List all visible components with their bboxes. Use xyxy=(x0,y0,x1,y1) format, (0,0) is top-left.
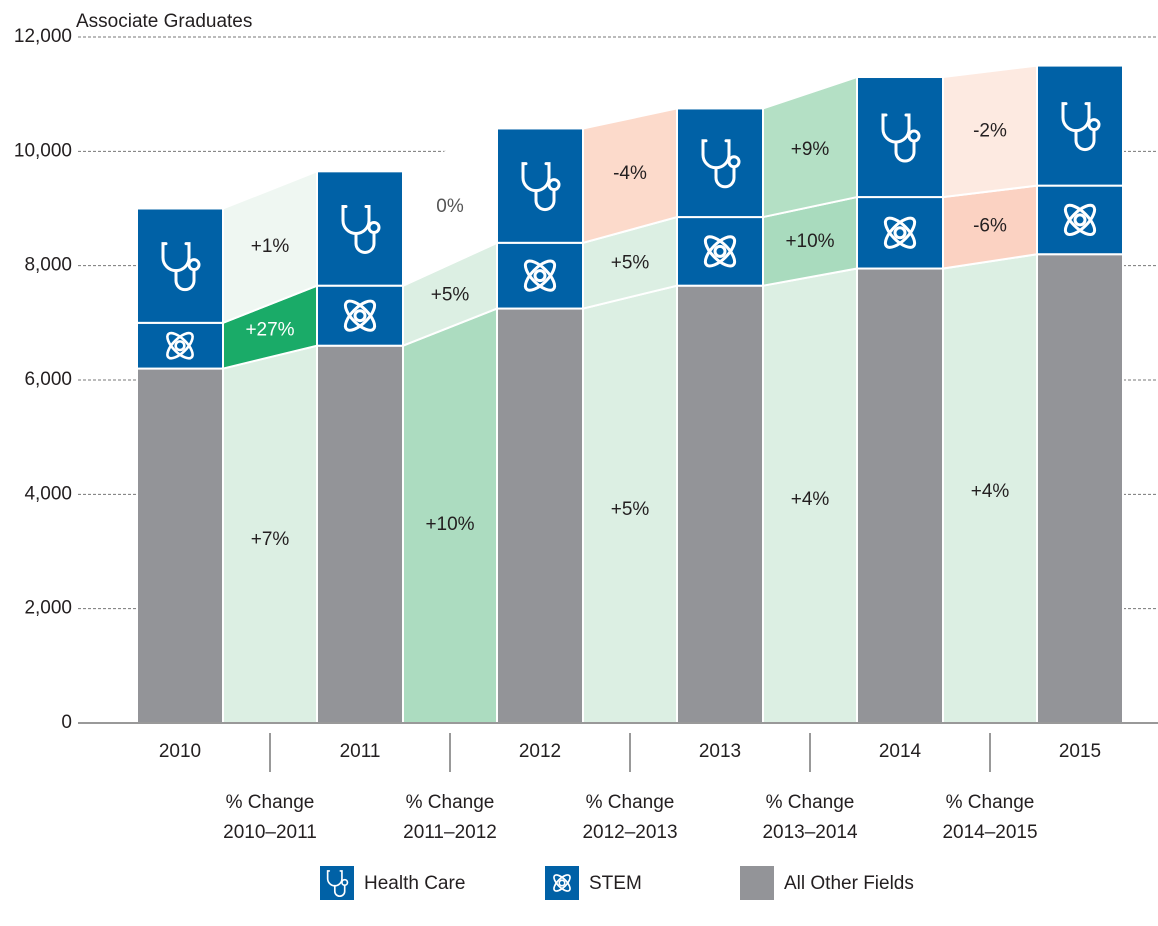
bar-segment xyxy=(1036,253,1124,724)
change-title: % Change xyxy=(406,792,495,813)
x-tick-label: 2012 xyxy=(519,741,561,762)
x-tick-label: 2013 xyxy=(699,741,741,762)
bar-segment xyxy=(496,127,584,244)
y-tick-label: 6,000 xyxy=(24,369,72,390)
bar-segment xyxy=(316,344,404,724)
change-label: +27% xyxy=(245,320,294,341)
change-title: % Change xyxy=(226,792,315,813)
change-label: +5% xyxy=(611,253,650,274)
change-label: +1% xyxy=(251,236,290,257)
y-tick-label: 10,000 xyxy=(14,140,72,161)
bar-segment xyxy=(676,107,764,219)
x-tick-label: 2011 xyxy=(340,741,381,762)
change-label: 0% xyxy=(436,196,464,217)
bar-segment xyxy=(136,207,224,324)
change-title: % Change xyxy=(586,792,675,813)
change-label: -6% xyxy=(973,215,1007,236)
change-period: 2013–2014 xyxy=(762,822,858,843)
change-period: 2011–2012 xyxy=(403,822,497,843)
change-title: % Change xyxy=(946,792,1035,813)
change-label: +10% xyxy=(425,514,474,535)
y-tick-label: 4,000 xyxy=(24,483,72,504)
change-label: +9% xyxy=(791,139,830,160)
x-tick-label: 2010 xyxy=(159,741,201,762)
change-period: 2010–2011 xyxy=(223,822,317,843)
legend-label: All Other Fields xyxy=(784,873,914,894)
change-label: +4% xyxy=(791,489,830,510)
bar-segment xyxy=(1036,64,1124,187)
y-axis-title: Associate Graduates xyxy=(76,11,252,32)
change-label: -2% xyxy=(973,120,1007,141)
change-label: +4% xyxy=(971,481,1010,502)
bar-segment xyxy=(496,307,584,724)
bar-segment xyxy=(676,284,764,724)
bar-segment xyxy=(856,267,944,724)
bar-segment xyxy=(1036,184,1124,256)
change-period: 2014–2015 xyxy=(942,822,1037,843)
x-tick-label: 2014 xyxy=(879,741,922,762)
legend-swatch xyxy=(545,866,579,900)
change-label: -4% xyxy=(613,163,647,184)
change-label: +7% xyxy=(251,529,290,550)
bar-segment xyxy=(496,241,584,310)
bar-segment xyxy=(316,284,404,347)
plot: 0 2,000 4,000 6,000 8,000 10,000 12,000 +7% +27%… xyxy=(14,26,1158,900)
legend-label: STEM xyxy=(589,873,642,894)
bar-segment xyxy=(316,170,404,287)
change-label: +5% xyxy=(611,499,650,520)
y-tick-label: 8,000 xyxy=(24,255,72,276)
change-title: % Change xyxy=(766,792,855,813)
y-tick-label: 12,000 xyxy=(14,26,72,47)
x-tick-label: 2015 xyxy=(1059,741,1101,762)
legend-swatch xyxy=(740,866,774,900)
change-period: 2012–2013 xyxy=(582,822,677,843)
change-label: +5% xyxy=(431,285,470,306)
bar-segment xyxy=(856,196,944,270)
y-tick-label: 2,000 xyxy=(24,598,72,619)
bar-segment xyxy=(136,367,224,724)
change-label: +10% xyxy=(785,231,834,252)
legend-label: Health Care xyxy=(364,873,465,894)
bar-segment xyxy=(136,321,224,370)
bar-segment xyxy=(676,216,764,287)
y-tick-label: 0 xyxy=(61,712,72,733)
bar-segment xyxy=(856,76,944,199)
